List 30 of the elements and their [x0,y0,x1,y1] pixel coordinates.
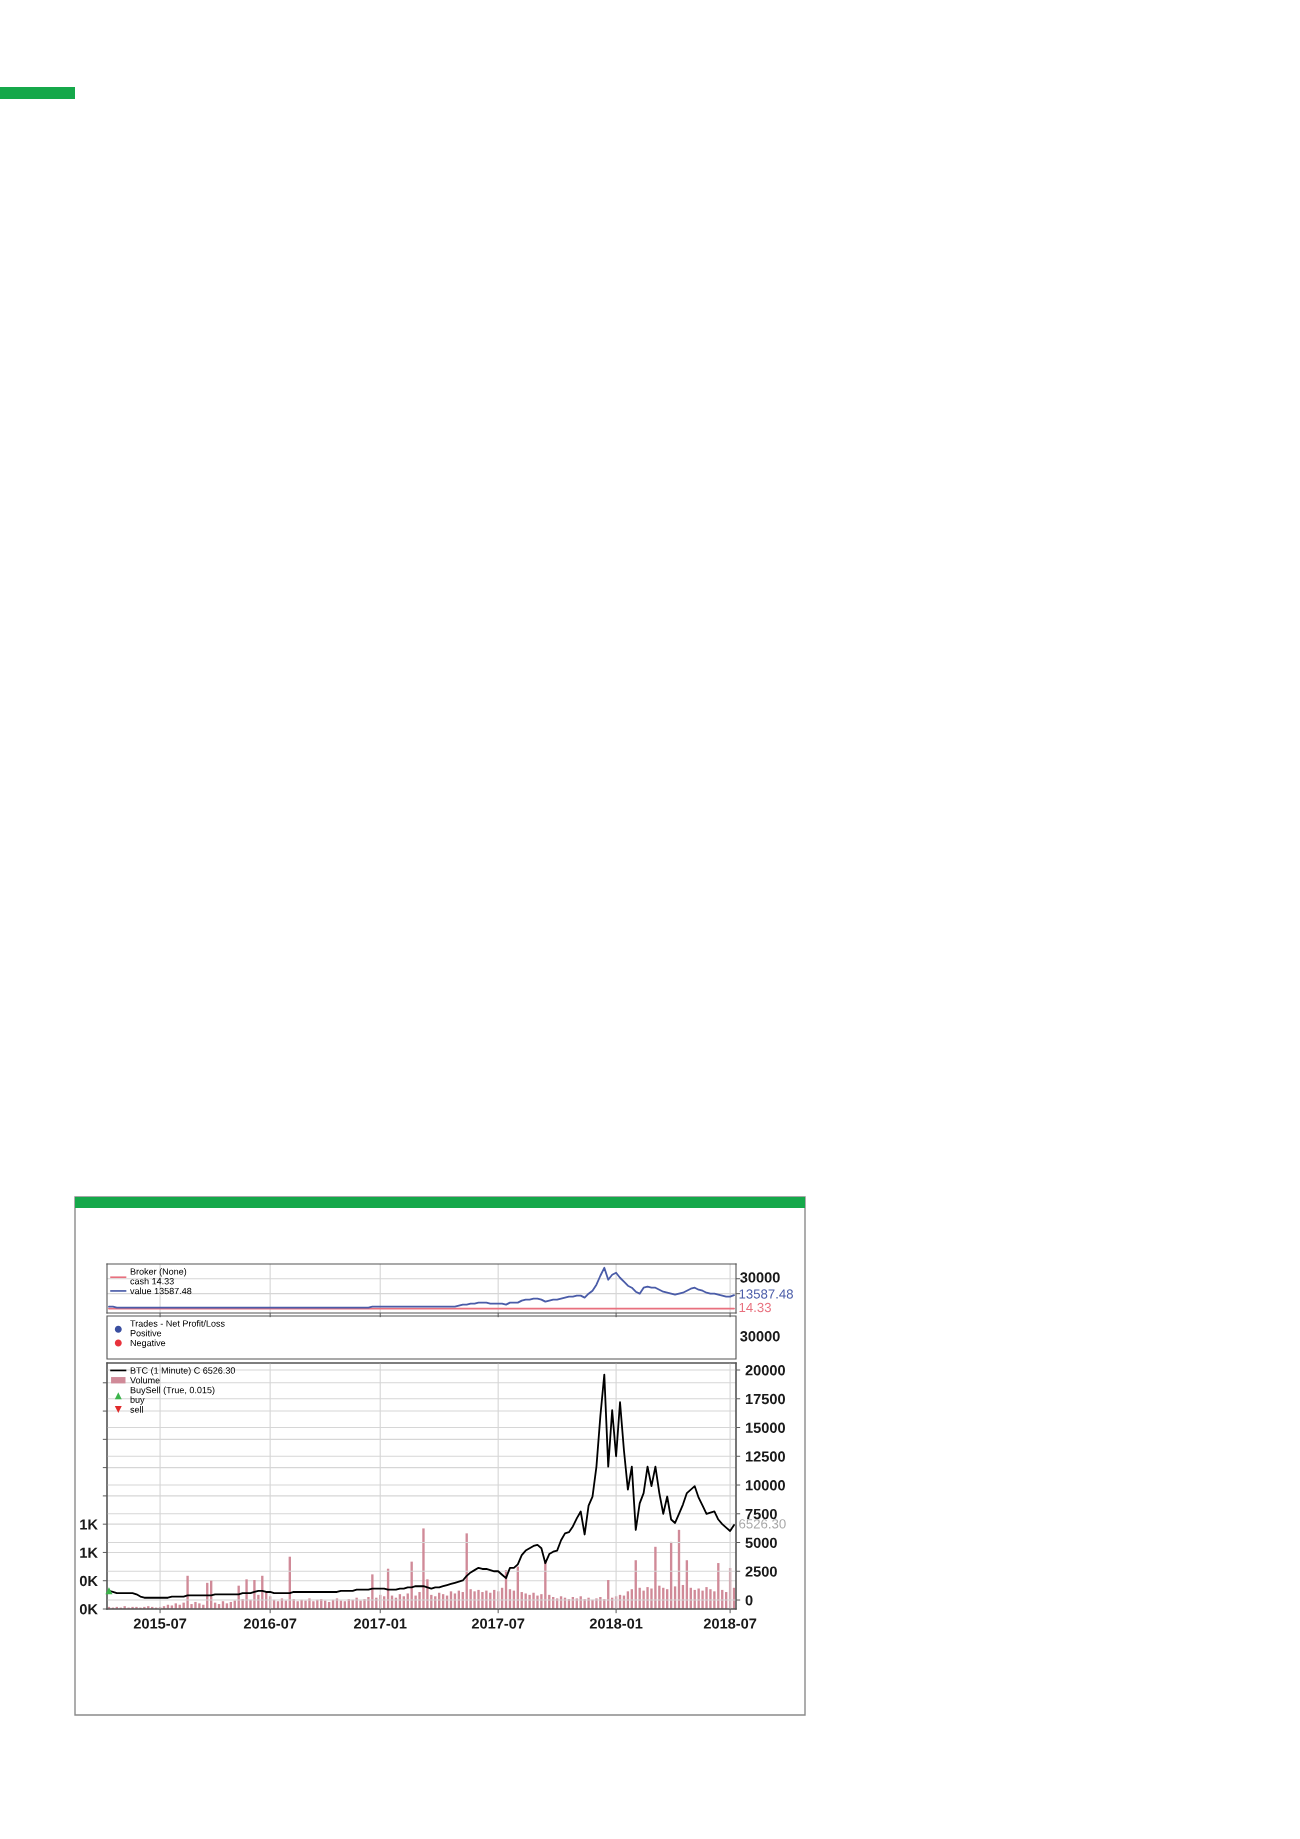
y-tick-label: 7500 [745,1508,777,1520]
x-tick-label: 2018-07 [703,1618,757,1629]
text: 30000 [740,1331,780,1342]
y2-tick-label: 1K [80,1547,98,1558]
y2-tick-label: 1K [80,1519,98,1530]
data-label: 14.33 [739,1302,771,1313]
x-tick-label: 2016-07 [243,1618,297,1629]
legend-label: value 13587.48 [130,1287,192,1295]
legend-label: sell [130,1406,143,1413]
data-label: 6526.30 [739,1519,786,1529]
y-tick-label: 12500 [745,1451,785,1462]
y-tick-label: 10000 [745,1480,785,1491]
y-tick-label: 20000 [745,1365,785,1376]
x-tick-label: 2015-07 [133,1618,187,1629]
data-label: 13587.48 [739,1289,793,1299]
y-tick-label: 15000 [745,1422,785,1433]
y-tick-label: 2500 [745,1566,777,1577]
y-tick-label: 0 [745,1595,753,1606]
x-tick-label: 2017-01 [353,1618,407,1629]
x-tick-label: 2017-07 [471,1618,525,1629]
legend-label: Negative [130,1339,166,1348]
y2-tick-label: 0K [79,1575,98,1587]
text: 30000 [740,1272,780,1283]
y-tick-label: 17500 [745,1393,785,1405]
legend-label: Volume [130,1376,160,1384]
x-tick-label: 2018-01 [589,1618,643,1629]
legend-label: Trades - Net Profit/Loss Positive [130,1320,225,1337]
legend-label: BTC (1 Minute) C 6526.30 [130,1367,236,1376]
y2-tick-label: 0K [79,1604,98,1615]
y-tick-label: 5000 [745,1537,777,1548]
